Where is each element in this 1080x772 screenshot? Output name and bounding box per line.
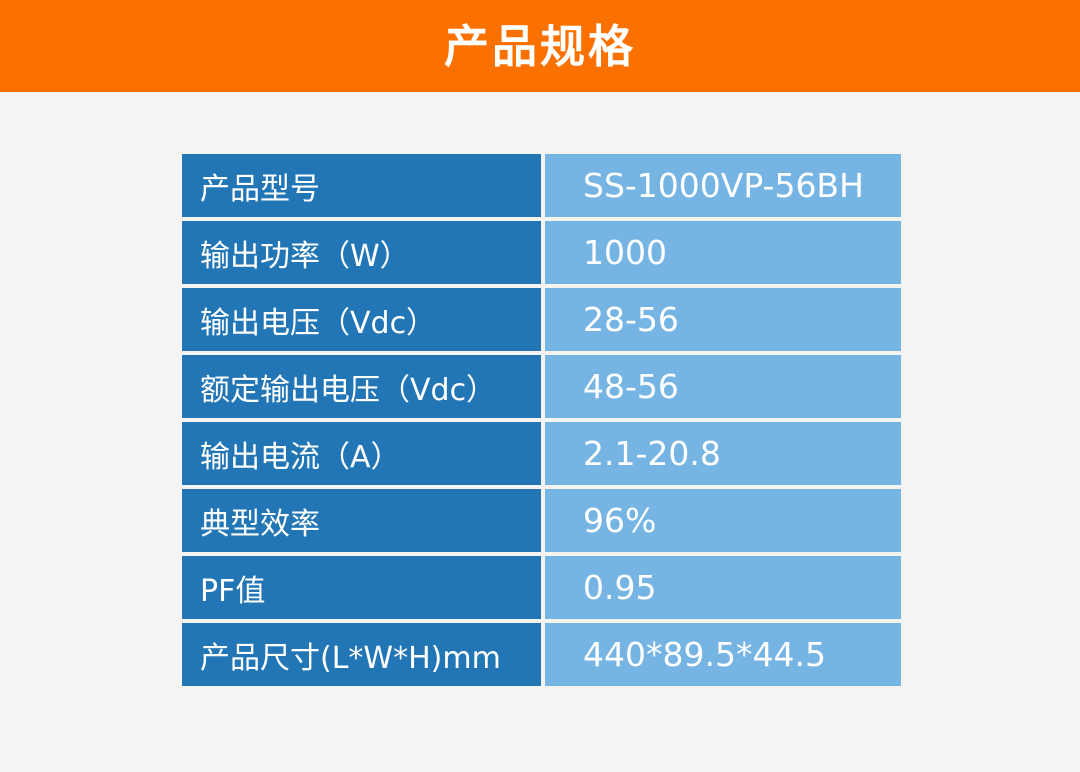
spec-value-cell: 28-56: [545, 288, 901, 351]
page-title: 产品规格: [443, 19, 636, 73]
spec-value-cell: 48-56: [545, 355, 901, 418]
spec-label-cell: 输出电压（Vdc）: [182, 288, 541, 351]
spec-value-cell: SS-1000VP-56BH: [545, 154, 901, 217]
spec-label-cell: 产品尺寸(L*W*H)mm: [182, 623, 541, 686]
header-banner: 产品规格: [0, 0, 1080, 92]
spec-value-cell: 2.1-20.8: [545, 422, 901, 485]
spec-value-cell: 0.95: [545, 556, 901, 619]
table-row-output-current: 输出电流（A） 2.1-20.8: [182, 422, 901, 485]
table-row-rated-output-voltage: 额定输出电压（Vdc） 48-56: [182, 355, 901, 418]
spec-label-cell: 典型效率: [182, 489, 541, 552]
spec-label-cell: 输出功率（W）: [182, 221, 541, 284]
spec-value-cell: 96%: [545, 489, 901, 552]
spec-label-cell: 额定输出电压（Vdc）: [182, 355, 541, 418]
spec-table: 产品型号 SS-1000VP-56BH 输出功率（W） 1000 输出电压（Vd…: [182, 154, 901, 686]
table-row-product-dimensions: 产品尺寸(L*W*H)mm 440*89.5*44.5: [182, 623, 901, 686]
spec-label-cell: 产品型号: [182, 154, 541, 217]
table-row-output-voltage: 输出电压（Vdc） 28-56: [182, 288, 901, 351]
table-row-pf-value: PF值 0.95: [182, 556, 901, 619]
spec-label-cell: PF值: [182, 556, 541, 619]
spec-value-cell: 1000: [545, 221, 901, 284]
table-row-typical-efficiency: 典型效率 96%: [182, 489, 901, 552]
table-row-output-power: 输出功率（W） 1000: [182, 221, 901, 284]
spec-label-cell: 输出电流（A）: [182, 422, 541, 485]
table-row-product-model: 产品型号 SS-1000VP-56BH: [182, 154, 901, 217]
spec-value-cell: 440*89.5*44.5: [545, 623, 901, 686]
